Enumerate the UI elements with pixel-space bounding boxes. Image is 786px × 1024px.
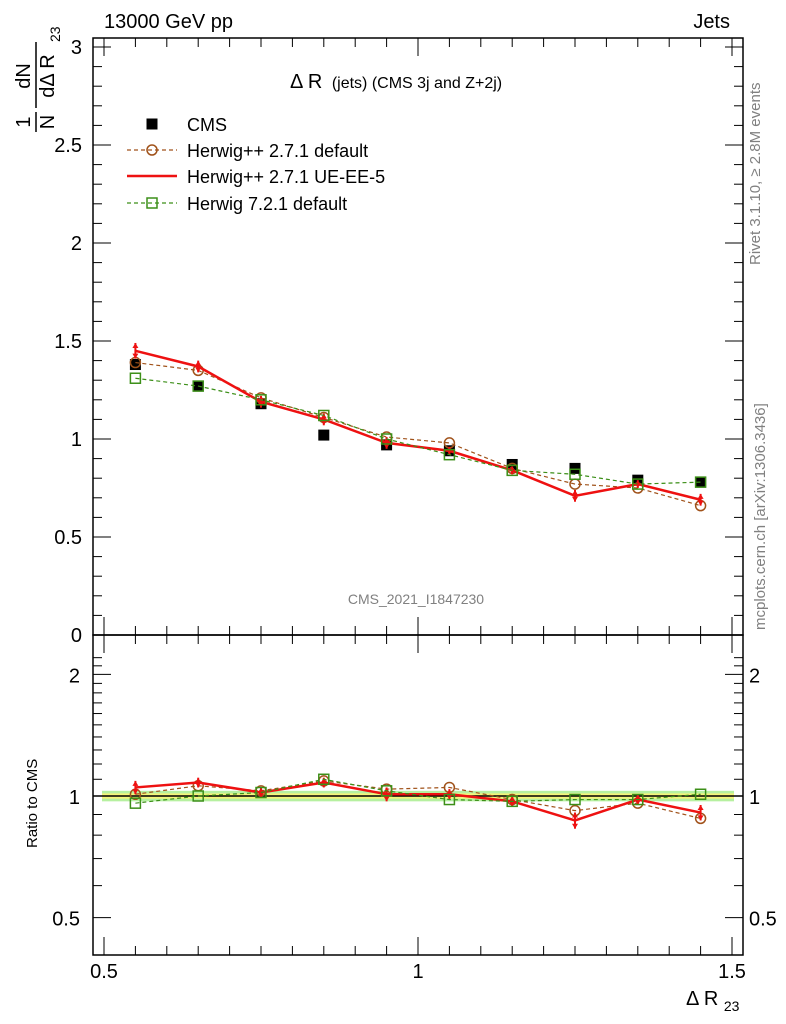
main-panel-ticks: 0 0.5 1 1.5 2 2.5 3: [54, 37, 743, 647]
y-label-frac-den: N: [37, 115, 59, 129]
y-tick-label-ratio-right: 0.5: [749, 909, 777, 931]
main-herwig-7-2-1-default-point: [129, 372, 142, 384]
x-axis-label-main: Δ R: [686, 988, 718, 1010]
main-herwig-2-7-1-default-line: [135, 361, 701, 507]
ratio-herwig-2-7-1-ue-ee-5-errorcap: [509, 796, 516, 807]
main-herwig-7-2-1-default-point: [255, 394, 267, 406]
main-cms-point: [506, 458, 518, 470]
ratio-panel-data: [93, 773, 743, 829]
ratio-herwig-2-7-1-ue-ee-5-errorcap: [697, 804, 704, 821]
ratio-herwig-7-2-1-default-point: [632, 793, 644, 806]
main-herwig-7-2-1-default-point: [192, 380, 204, 392]
header-left: 13000 GeV pp: [104, 11, 233, 33]
y-tick-label-ratio-right: 1: [749, 787, 760, 809]
legend-herwig-2-7-1-default-marker: [146, 144, 158, 156]
legend-herwig-2-7-1-default-label: Herwig++ 2.7.1 default: [187, 141, 368, 161]
main-herwig-2-7-1-ue-ee-5-errorcap: [572, 489, 578, 502]
main-herwig-7-2-1-default-point: [380, 433, 393, 445]
plot-title-sub: (jets) (CMS 3j and Z+2j): [332, 75, 502, 92]
ratio-herwig-7-2-1-default-point: [255, 786, 267, 799]
main-herwig-7-2-1-default-point: [694, 476, 707, 488]
x-tick-label: 0.5: [90, 961, 118, 983]
main-cms-point: [695, 476, 707, 488]
mcplots-label: mcplots.cern.ch [arXiv:1306.3436]: [752, 403, 769, 630]
y-tick-label-main: 2.5: [54, 135, 82, 157]
main-herwig-7-2-1-default-point: [506, 464, 518, 477]
main-herwig-7-2-1-default-point: [632, 478, 644, 490]
main-herwig-2-7-1-ue-ee-5-errorcap: [320, 413, 327, 426]
y-tick-label-ratio: 1: [69, 787, 80, 809]
main-panel-data: [129, 342, 707, 512]
y-tick-label-ratio-right: 2: [749, 665, 760, 687]
ratio-herwig-7-2-1-default-point: [569, 793, 581, 806]
y-axis-label-ratio: Ratio to CMS: [24, 759, 41, 848]
y-label-frac-num: 1: [13, 116, 35, 127]
ratio-herwig-7-2-1-default-point: [380, 785, 393, 797]
main-herwig-2-7-1-ue-ee-5-line: [135, 349, 701, 501]
ratio-herwig-7-2-1-default-line: [135, 778, 701, 804]
ratio-herwig-7-2-1-default-point: [506, 795, 518, 808]
ratio-herwig-7-2-1-default-point: [694, 788, 707, 801]
main-herwig-2-7-1-ue-ee-5-errorcap: [697, 493, 704, 506]
ratio-herwig-7-2-1-default-point: [318, 773, 330, 786]
plot-title-main: Δ R: [290, 71, 322, 93]
legend-cms-label: CMS: [187, 115, 227, 135]
main-herwig-7-2-1-default-point: [443, 448, 456, 461]
main-cms-point: [318, 429, 330, 441]
y-tick-label-main: 2: [71, 233, 82, 255]
y-tick-label-main: 1: [71, 429, 82, 451]
ratio-herwig-2-7-1-ue-ee-5-errorcap: [258, 787, 264, 798]
main-herwig-7-2-1-default-point: [569, 468, 581, 481]
ratio-herwig-7-2-1-default-point: [443, 793, 456, 806]
analysis-label: CMS_2021_I1847230: [348, 591, 484, 607]
y-tick-label-ratio: 2: [69, 665, 80, 687]
main-herwig-2-7-1-ue-ee-5-errorcap: [132, 342, 139, 359]
main-cms-point: [569, 462, 581, 474]
main-herwig-2-7-1-ue-ee-5-errorcap: [634, 480, 641, 488]
y-tick-label-ratio: 0.5: [52, 909, 80, 931]
rivet-label: Rivet 3.1.10, ≥ 2.8M events: [747, 83, 764, 266]
ratio-panel-ticks: 0.5 1 1.5 0.5 0.5 1 1 2 2: [52, 635, 777, 983]
ratio-herwig-7-2-1-default-point: [129, 797, 142, 809]
ratio-herwig-2-7-1-ue-ee-5-errorcap: [572, 812, 578, 829]
plot-title: Δ R (jets) (CMS 3j and Z+2j): [290, 71, 502, 93]
legend-cms-marker: [146, 118, 158, 130]
header-right: Jets: [693, 11, 730, 33]
x-tick-label: 1.5: [718, 961, 746, 983]
legend-herwig-7-2-1-default-marker: [146, 197, 158, 209]
ratio-herwig-2-7-1-ue-ee-5-errorcap: [195, 777, 202, 788]
main-herwig-7-2-1-default-point: [318, 409, 330, 422]
ratio-herwig-7-2-1-default-point: [192, 790, 204, 802]
main-herwig-7-2-1-default-line: [135, 377, 701, 485]
y-label-sub: 23: [47, 26, 63, 42]
main-cms-point: [129, 359, 141, 371]
y-tick-label-main: 1.5: [54, 331, 82, 353]
y-label-deriv-num: dN: [13, 63, 35, 89]
y-label-deriv-den: dΔ R: [37, 54, 59, 97]
x-axis-label: Δ R 23: [686, 988, 740, 1014]
ratio-herwig-2-7-1-ue-ee-5-errorcap: [634, 794, 641, 805]
legend-herwig-2-7-1-ue-ee-5-label: Herwig++ 2.7.1 UE-EE-5: [187, 167, 385, 187]
ratio-herwig-2-7-1-ue-ee-5-line: [135, 781, 701, 822]
main-herwig-2-7-1-ue-ee-5-errorcap: [446, 446, 453, 455]
y-tick-label-main: 0.5: [54, 527, 82, 549]
y-axis-label-main: 1 N dN dΔ R 23: [13, 26, 63, 132]
legend-herwig-7-2-1-default-label: Herwig 7.2.1 default: [187, 194, 347, 214]
legend: CMS Herwig++ 2.7.1 default Herwig++ 2.7.1 …: [127, 115, 385, 214]
y-tick-label-main: 0: [71, 625, 82, 647]
main-herwig-2-7-1-ue-ee-5-errorcap: [509, 466, 516, 475]
x-axis-label-sub: 23: [724, 998, 740, 1014]
ratio-herwig-2-7-1-ue-ee-5-errorcap: [446, 789, 453, 800]
main-herwig-2-7-1-ue-ee-5-errorcap: [195, 360, 202, 373]
y-tick-label-main: 3: [71, 37, 82, 59]
x-tick-label: 1: [412, 961, 423, 983]
ratio-herwig-2-7-1-ue-ee-5-errorcap: [132, 780, 139, 795]
